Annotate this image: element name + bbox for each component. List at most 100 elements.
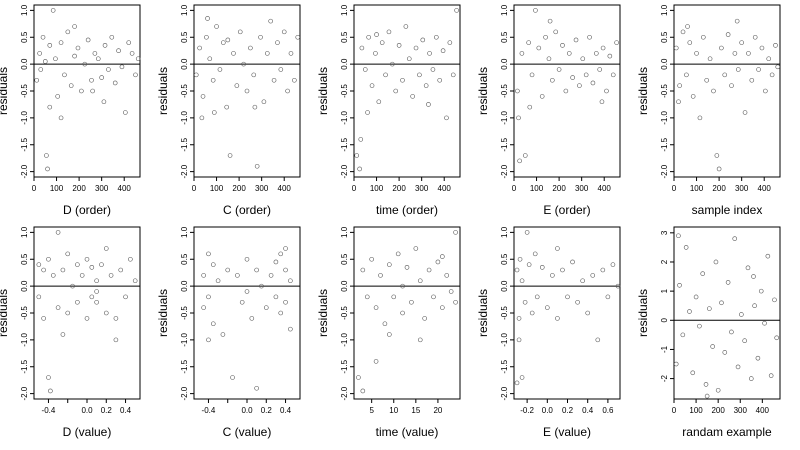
data-point — [570, 75, 575, 80]
y-tick-label: -0.5 — [340, 306, 349, 320]
y-tick-label: 0.0 — [500, 280, 509, 292]
x-tick-label: 200 — [552, 184, 566, 193]
data-point — [365, 110, 370, 115]
data-point — [55, 305, 61, 310]
data-point — [89, 265, 95, 270]
data-point — [553, 29, 559, 35]
data-point — [386, 29, 392, 35]
data-point — [40, 34, 46, 40]
x-tick-label: 200 — [392, 184, 406, 193]
data-point — [748, 376, 754, 381]
data-point — [403, 24, 409, 29]
data-point — [522, 299, 528, 305]
data-point — [263, 305, 269, 310]
data-point — [193, 72, 199, 78]
y-axis-label: residuals — [156, 67, 170, 115]
data-point — [680, 29, 686, 35]
data-point — [292, 77, 297, 83]
data-point — [47, 43, 53, 48]
data-point — [707, 306, 712, 311]
data-point — [604, 88, 609, 94]
y-tick-label: -2.0 — [20, 164, 29, 178]
x-tick-label: 200 — [711, 406, 725, 415]
data-point — [773, 43, 778, 48]
data-point — [742, 110, 748, 115]
y-tick-label: -0.5 — [660, 84, 669, 98]
data-point — [427, 51, 432, 56]
x-axis-label: sample index — [692, 203, 763, 217]
data-point — [271, 77, 277, 83]
data-point — [395, 251, 401, 257]
data-point — [101, 99, 107, 105]
data-point — [248, 45, 253, 51]
data-point — [400, 283, 405, 289]
data-point — [252, 104, 258, 110]
y-tick-label: 0.0 — [340, 280, 349, 292]
data-point — [527, 104, 533, 110]
data-point — [251, 72, 257, 78]
x-tick-label: -0.2 — [520, 406, 534, 415]
data-point — [410, 94, 415, 99]
data-point — [444, 273, 450, 278]
data-point — [585, 310, 590, 316]
data-point — [556, 67, 562, 72]
y-tick-label: -1.5 — [20, 137, 29, 151]
data-point — [123, 294, 128, 300]
data-point — [453, 230, 458, 235]
y-axis-label: residuals — [0, 289, 10, 337]
y-tick-label: -1.0 — [20, 332, 29, 346]
data-point — [690, 370, 696, 376]
data-point — [379, 40, 385, 45]
data-point — [369, 83, 375, 88]
data-point — [566, 51, 572, 56]
data-point — [99, 75, 104, 80]
data-point — [230, 375, 235, 380]
y-tick-label: -1.0 — [340, 110, 349, 124]
data-point — [755, 355, 761, 361]
data-point — [605, 294, 611, 300]
plot-frame — [193, 4, 301, 178]
panel-8: 5 10 15 20 -2.0 -1.5 -1.0 -0.5 0.0 0.5 1.0 time (va… — [316, 226, 461, 439]
data-point — [360, 267, 366, 273]
data-point — [590, 80, 596, 86]
data-point — [417, 337, 423, 343]
x-tick-label: 0.4 — [582, 406, 594, 415]
data-point — [719, 45, 724, 51]
y-tick-label: 0.0 — [660, 58, 669, 70]
y-tick-label: -0.5 — [20, 84, 29, 98]
data-point — [420, 37, 426, 43]
data-point — [106, 67, 111, 72]
data-point — [543, 34, 548, 40]
data-point — [555, 316, 560, 321]
data-point — [729, 329, 734, 335]
y-tick-label: 1.0 — [340, 4, 349, 16]
data-point — [231, 51, 236, 56]
data-point — [237, 29, 243, 35]
data-point — [244, 256, 250, 262]
data-point — [711, 88, 716, 94]
data-point — [516, 115, 521, 121]
data-point — [254, 163, 260, 169]
x-axis-label: time (value) — [376, 425, 439, 439]
data-point — [533, 8, 538, 13]
data-point — [60, 332, 66, 337]
data-point — [89, 294, 95, 300]
y-tick-label: -1.5 — [500, 359, 509, 373]
panel-6: -0.4 0.4 0.0 0.2 -2.0 -1.5 -1.0 -0.5 0.0 0.5 1.0 D … — [0, 226, 141, 439]
data-point — [687, 309, 692, 314]
data-point — [241, 61, 246, 67]
y-tick-label: 0.0 — [20, 280, 29, 292]
data-point — [519, 51, 525, 56]
data-point — [46, 256, 51, 262]
data-point — [752, 303, 757, 309]
panel-7: -0.4 0.0 0.2 0.4 -2.0 -1.5 -1.0 -0.5 0.0 0.5 1.0 C … — [156, 226, 301, 439]
data-point — [722, 72, 728, 78]
data-point — [519, 375, 525, 380]
data-point — [594, 51, 599, 56]
data-point — [600, 267, 606, 273]
data-point — [275, 40, 280, 45]
data-point — [763, 88, 768, 94]
data-point — [62, 72, 67, 78]
y-tick-label: 0 — [660, 318, 669, 323]
data-point — [211, 110, 217, 115]
